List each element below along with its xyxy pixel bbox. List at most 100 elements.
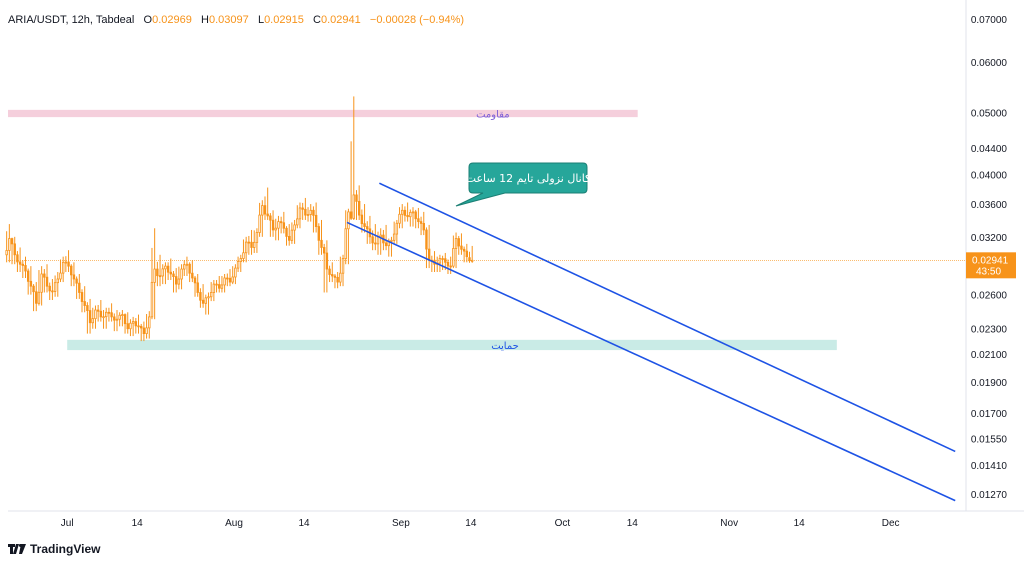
candle: [454, 232, 458, 269]
candle: [409, 209, 412, 227]
candle: [129, 319, 132, 337]
price-axis-tick: 0.07000: [971, 15, 1008, 26]
price-axis-tick: 0.06000: [971, 58, 1008, 69]
candle: [172, 271, 175, 293]
candle: [8, 224, 11, 263]
candle: [325, 240, 329, 293]
candle: [148, 311, 151, 339]
candle: [48, 282, 51, 301]
price-axis-tick: 0.02100: [971, 350, 1008, 361]
resistance-zone[interactable]: [8, 109, 638, 118]
zones: مقاومت حمایت: [8, 109, 837, 352]
candle: [45, 264, 49, 293]
candle: [177, 266, 181, 290]
candle: [395, 219, 399, 244]
candle: [239, 254, 242, 273]
candle: [306, 207, 310, 222]
candle: [296, 205, 299, 229]
candle: [411, 207, 415, 227]
candle: [35, 282, 38, 312]
candle: [258, 202, 261, 237]
candle: [56, 272, 59, 297]
price-axis-tick: 0.04400: [971, 144, 1008, 155]
candle: [339, 256, 342, 287]
candle: [312, 206, 315, 233]
candle: [304, 197, 307, 220]
time-axis-tick: 14: [627, 518, 639, 529]
price-badge-price: 0.02941: [972, 255, 1009, 266]
candle: [13, 236, 16, 265]
candle: [384, 224, 388, 251]
candle: [352, 96, 356, 220]
candle: [247, 235, 251, 255]
descending-channel[interactable]: [346, 182, 956, 502]
candle: [347, 208, 350, 265]
candle: [88, 298, 92, 334]
candle: [363, 204, 366, 233]
high-value: 0.03097: [209, 14, 249, 26]
price-badge: 0.02941 43:50: [966, 252, 1016, 279]
channel-lower-line[interactable]: [346, 221, 956, 502]
channel-upper-line[interactable]: [379, 182, 956, 453]
candle: [425, 227, 428, 269]
candle: [201, 284, 205, 308]
candle: [191, 260, 194, 283]
candle: [75, 276, 78, 299]
time-axis-tick: Dec: [882, 518, 900, 529]
callout-text: کانال نزولی تایم 12 ساعت: [466, 172, 591, 185]
candle: [277, 215, 280, 241]
price-axis-tick: 0.02300: [971, 325, 1008, 336]
channel-callout[interactable]: کانال نزولی تایم 12 ساعت: [455, 162, 591, 207]
candle: [96, 304, 100, 322]
candle: [113, 313, 116, 332]
tradingview-logo[interactable]: TradingView: [8, 542, 100, 556]
candle: [86, 302, 89, 334]
support-zone[interactable]: [67, 339, 837, 351]
candle: [166, 262, 170, 281]
candle: [414, 209, 417, 229]
candle: [320, 219, 323, 255]
candle: [188, 262, 191, 283]
candle: [462, 246, 466, 263]
candle: [142, 321, 146, 342]
candle: [102, 310, 105, 329]
low-label: L: [257, 14, 265, 26]
candle: [134, 318, 138, 334]
candle: [269, 213, 272, 237]
candle: [16, 251, 19, 273]
candle: [236, 256, 240, 273]
candle: [298, 202, 302, 229]
candle: [406, 202, 409, 222]
time-axis[interactable]: Jul 14 Aug 14 Sep 14 Oct 14 Nov 14 Dec: [61, 518, 900, 529]
candle: [317, 223, 321, 255]
candle: [26, 268, 30, 295]
candle: [153, 228, 156, 320]
candle: [83, 286, 86, 313]
candle: [51, 279, 54, 301]
candle: [91, 307, 94, 329]
candle: [115, 310, 119, 332]
time-axis-tick: 14: [298, 518, 310, 529]
candle: [376, 231, 380, 255]
candle: [274, 218, 277, 241]
candle: [349, 141, 353, 220]
symbol-info[interactable]: ARIA/USDT, 12h, Tabdeal: [8, 14, 135, 26]
candle: [314, 202, 318, 233]
candle: [183, 260, 186, 276]
candle: [282, 211, 286, 234]
candle: [368, 215, 372, 244]
time-axis-tick: 14: [132, 518, 144, 529]
candle: [150, 247, 154, 320]
candle: [242, 239, 245, 263]
candle: [72, 262, 76, 287]
candle: [169, 258, 173, 281]
price-axis[interactable]: 0.07000 0.06000 0.05000 0.04400 0.04000 0.036…: [971, 15, 1008, 501]
candle: [288, 224, 291, 246]
time-axis-tick: Sep: [392, 518, 410, 529]
resistance-zone-label: مقاومت: [476, 109, 509, 120]
candle: [341, 254, 345, 287]
candle: [244, 236, 248, 263]
candle: [193, 275, 197, 297]
candle: [417, 207, 420, 229]
